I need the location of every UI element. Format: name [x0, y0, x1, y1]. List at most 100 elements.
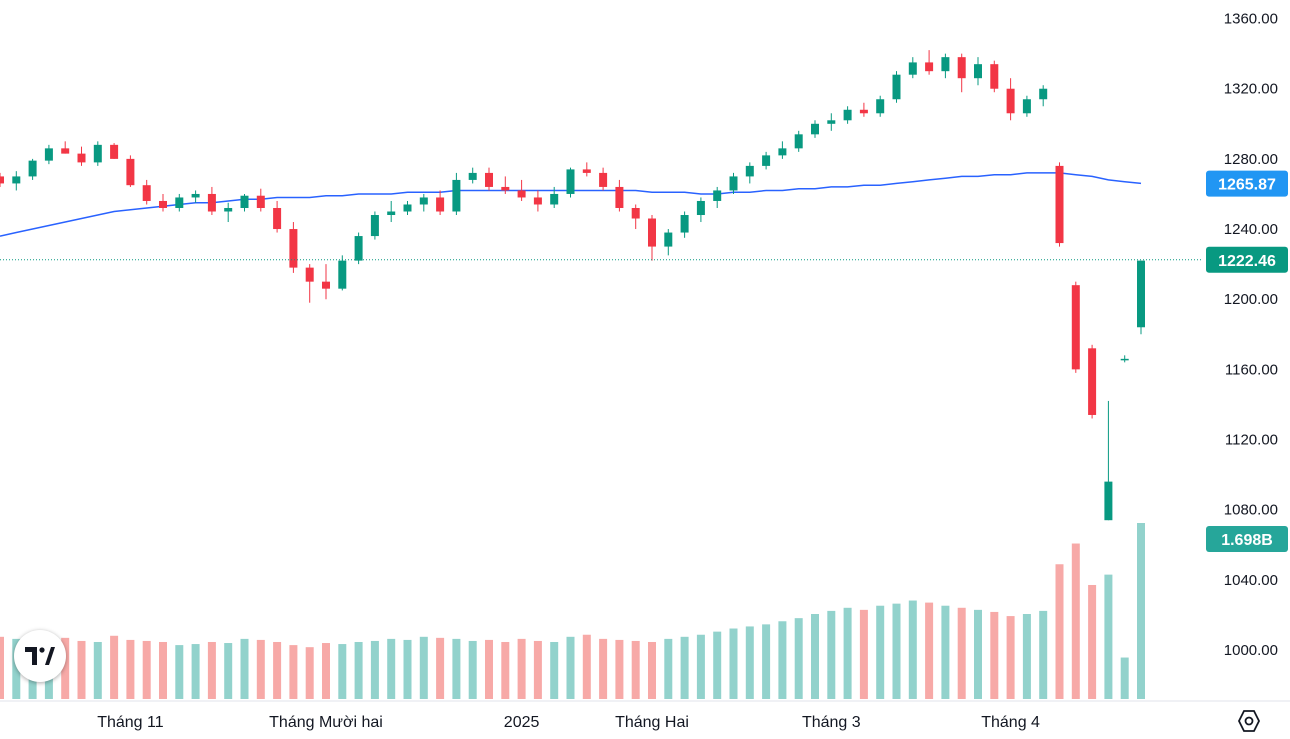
volume-bar	[811, 614, 819, 699]
settings-gear-icon[interactable]	[1236, 708, 1262, 734]
volume-bar	[1088, 584, 1097, 699]
candle-body	[28, 160, 37, 177]
volume-bar	[224, 643, 233, 699]
price-axis[interactable]: 1360.00 1320.00 1280.00 1240.00 1200.00 1160.…	[1224, 11, 1278, 659]
candle	[110, 143, 119, 159]
price-tick-label: 1080.00	[1224, 502, 1278, 519]
time-tick-label: 2025	[504, 714, 540, 731]
volume-bar	[925, 602, 934, 699]
volume-bar	[354, 641, 363, 699]
candle-body	[892, 74, 901, 100]
candle-body	[648, 218, 656, 247]
volume-bar	[61, 637, 70, 699]
volume-bar	[305, 647, 314, 699]
candle	[941, 53, 950, 79]
candle	[843, 106, 852, 124]
volume-bar	[403, 639, 412, 699]
candle	[729, 172, 738, 194]
candle	[582, 162, 591, 177]
candle	[827, 113, 836, 131]
candle	[0, 172, 4, 187]
candle-body	[745, 165, 754, 177]
volume-bar	[501, 641, 510, 699]
price-tick-label: 1240.00	[1224, 221, 1278, 238]
candle-body	[436, 197, 445, 212]
candle	[533, 190, 542, 212]
volume-bar	[533, 640, 542, 699]
candle-body	[501, 186, 510, 191]
candle	[599, 167, 608, 191]
last-price-tag: 1222.46	[1206, 246, 1288, 273]
ma-price-tag: 1265.87	[1206, 170, 1288, 197]
candle-body	[1022, 99, 1031, 114]
volume-bar	[696, 634, 705, 699]
candle-body	[191, 193, 200, 198]
tradingview-logo-icon[interactable]	[14, 630, 66, 682]
candle	[77, 146, 86, 166]
candle-body	[338, 260, 347, 289]
volume-bar	[338, 644, 347, 699]
time-tick-label: Tháng 11	[97, 714, 164, 731]
candle-body	[77, 153, 86, 163]
volume-bar	[566, 636, 575, 699]
volume-bar	[126, 639, 135, 699]
candle-body	[1120, 358, 1129, 361]
candle	[289, 222, 298, 273]
last-price-tag-text: 1222.46	[1218, 253, 1276, 270]
candle	[1022, 95, 1031, 117]
volume-bar	[322, 643, 330, 699]
candle-body	[680, 215, 689, 233]
candle	[419, 193, 428, 212]
candle-body	[305, 267, 314, 282]
candle-body	[256, 195, 265, 208]
candle-body	[631, 207, 640, 219]
volume-bar	[370, 640, 379, 699]
candle	[811, 120, 819, 138]
candle	[908, 57, 917, 79]
volume-bar	[827, 610, 836, 699]
volume-bar	[0, 636, 4, 699]
volume-bar	[599, 638, 608, 699]
candle-body	[1006, 88, 1015, 114]
volume-bar	[745, 626, 754, 699]
candle	[713, 186, 722, 208]
volume-bars	[0, 523, 1145, 699]
candle	[485, 167, 493, 191]
candle-body	[664, 232, 673, 247]
volume-bar	[1137, 523, 1145, 699]
candle	[859, 102, 868, 117]
candle	[696, 197, 705, 223]
volume-bar	[1022, 614, 1031, 699]
candle	[159, 193, 167, 212]
candle	[142, 179, 151, 205]
candle-body	[370, 215, 379, 237]
volume-bar	[1071, 543, 1080, 699]
candle	[648, 215, 656, 261]
candle-body	[1055, 165, 1064, 244]
candle-body	[419, 197, 428, 205]
candle-body	[566, 169, 575, 194]
volume-bar	[77, 640, 86, 699]
candle-body	[599, 172, 608, 187]
candle	[501, 176, 510, 194]
volume-bar	[1039, 610, 1048, 699]
candle-body	[762, 155, 771, 166]
candle	[664, 229, 673, 256]
candle	[436, 190, 445, 216]
candle	[354, 232, 363, 265]
volume-bar	[778, 621, 787, 699]
volume-bar	[93, 641, 102, 699]
volume-bar	[648, 641, 656, 699]
volume-bar	[1006, 616, 1015, 699]
candle	[1039, 85, 1048, 107]
candle-body	[794, 134, 803, 149]
candle	[1088, 344, 1097, 419]
volume-bar	[452, 638, 461, 699]
volume-bar	[468, 640, 477, 699]
time-axis[interactable]: Tháng 11 Tháng Mười hai 2025 Tháng Hai Tháng…	[97, 714, 1040, 731]
candle	[892, 71, 901, 103]
volume-bar	[908, 600, 917, 699]
volume-bar	[876, 605, 885, 699]
candle-body	[1088, 348, 1097, 415]
